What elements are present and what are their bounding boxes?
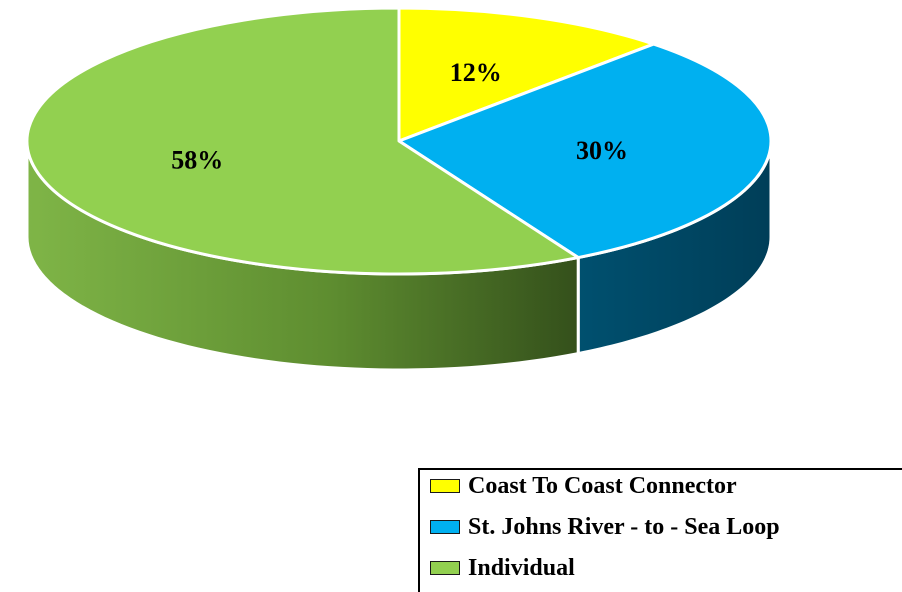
chart-legend: Coast To Coast Connector St. Johns River… [418,468,902,592]
legend-swatch [430,479,460,493]
pie-slice [25,6,580,276]
legend-swatch [430,561,460,575]
legend-swatch [430,520,460,534]
legend-label: St. Johns River - to - Sea Loop [468,513,780,540]
pie-slice [397,6,656,143]
data-label: 30% [576,136,628,165]
legend-item: Individual [430,553,575,583]
data-label: 12% [450,58,502,87]
data-label: 58% [171,146,223,175]
legend-label: Coast To Coast Connector [468,472,737,499]
legend-item: Coast To Coast Connector [430,471,737,501]
legend-item: St. Johns River - to - Sea Loop [430,512,780,542]
legend-label: Individual [468,554,575,581]
pie-slice [397,42,773,260]
